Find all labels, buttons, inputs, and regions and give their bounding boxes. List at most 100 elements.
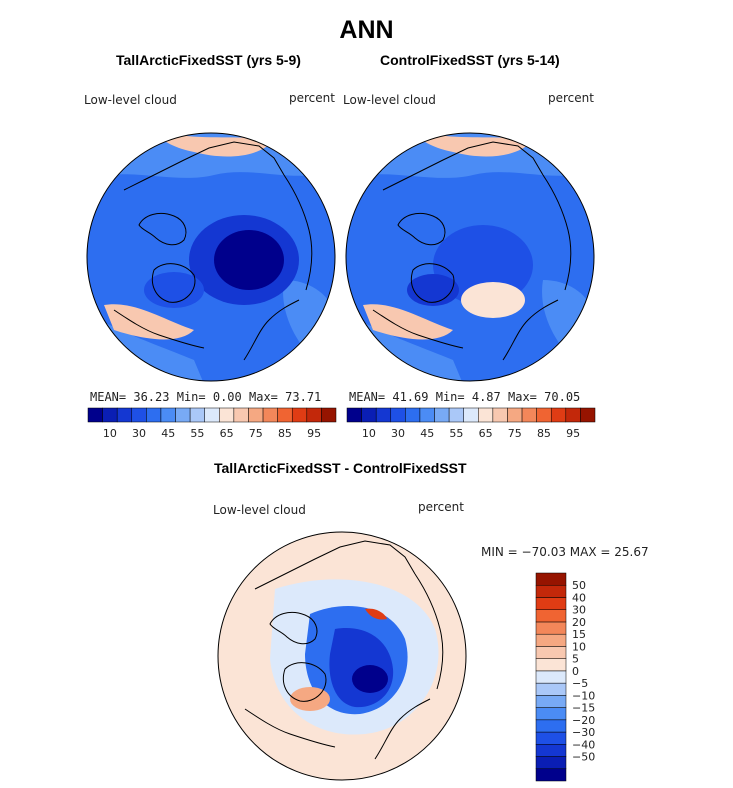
colorbar-tick-label: −5	[572, 677, 588, 690]
colorbar-swatch	[535, 597, 567, 610]
field-band-atlantic	[104, 304, 194, 340]
colorbar-tick-label: 40	[572, 591, 586, 604]
colorbar-swatch	[405, 407, 421, 423]
panel2-coastlines	[372, 141, 572, 361]
panel1-min-value: 0.00	[212, 390, 242, 404]
field-warm-region	[461, 282, 525, 318]
colorbar-swatch	[535, 707, 567, 721]
panel1-min-label: Min=	[176, 390, 206, 404]
colorbar-swatch	[535, 646, 567, 659]
panel2-variable-label: Low-level cloud	[343, 93, 436, 107]
colorbar-tick-label: −10	[572, 689, 595, 702]
panel1-variable-label: Low-level cloud	[84, 93, 177, 107]
colorbar-tick-label: 5	[572, 653, 579, 666]
colorbar-tick-label: −20	[572, 714, 595, 727]
colorbar-swatch	[248, 407, 264, 423]
field-band-atlantic	[363, 304, 453, 340]
colorbar-swatch	[146, 407, 162, 423]
coastline-segment	[151, 263, 196, 303]
panel2-polar-map	[345, 132, 595, 382]
colorbar-tick-label: 30	[132, 427, 146, 440]
coastline-segment	[254, 540, 416, 590]
colorbar-tick-label: 55	[449, 427, 463, 440]
colorbar-tick-label: 20	[572, 616, 586, 629]
colorbar-swatch	[390, 407, 406, 423]
figure-title: ANN	[339, 16, 394, 44]
coastline-segment	[269, 611, 318, 645]
colorbar-tick-label: −40	[572, 738, 595, 751]
panel1-map-border	[86, 132, 336, 382]
colorbar-tick-label: 30	[572, 604, 586, 617]
field-maximum-region	[365, 608, 387, 620]
field-band-pacific	[154, 133, 274, 157]
colorbar-swatch	[535, 682, 567, 696]
colorbar-swatch	[102, 407, 118, 423]
coastline-segment	[283, 174, 313, 291]
colorbar-swatch	[448, 407, 464, 423]
colorbar-swatch	[306, 407, 322, 423]
colorbar-tick-label: 45	[420, 427, 434, 440]
panel1-mean-value: 36.23	[133, 390, 170, 404]
colorbar-swatch	[204, 407, 220, 423]
colorbar-swatch	[219, 407, 235, 423]
colorbar-tick-label: 10	[572, 640, 586, 653]
panel1-polar-map	[86, 132, 336, 382]
colorbar-swatch	[291, 407, 308, 423]
field-band-pacific	[413, 133, 533, 157]
panel3-units-label: percent	[418, 500, 464, 514]
colorbar-tick-label: 10	[103, 427, 117, 440]
panel2-max-label: Max=	[508, 390, 537, 404]
colorbar-swatch	[535, 695, 567, 708]
colorbar-swatch	[189, 407, 205, 423]
panel1-field	[87, 133, 335, 381]
panel3-variable-label: Low-level cloud	[213, 503, 306, 517]
panel3-stats: MIN = −70.03 MAX = 25.67	[481, 545, 649, 559]
colorbar-swatch	[233, 407, 249, 423]
panel2-min-label: Min=	[435, 390, 465, 404]
panel3-coastlines	[244, 540, 444, 760]
coastline-segment	[113, 309, 205, 349]
coastline-segment	[502, 299, 559, 361]
coastline-segment	[542, 174, 572, 291]
colorbar-swatch	[535, 731, 567, 745]
panel3-map-border	[217, 531, 467, 781]
colorbar-tick-label: 10	[362, 427, 376, 440]
colorbar-swatch	[419, 407, 435, 423]
coastline-segment	[374, 698, 431, 760]
panel3-field	[218, 532, 466, 780]
panel3-title: TallArcticFixedSST - ControlFixedSST	[214, 460, 467, 476]
panel2-max-value: 70.05	[544, 390, 581, 404]
panel2-title: ControlFixedSST (yrs 5-14)	[380, 52, 560, 68]
panel2-map-border	[345, 132, 595, 382]
colorbar-tick-label: −50	[572, 751, 595, 764]
colorbar-swatch	[277, 407, 293, 423]
colorbar-swatch	[507, 407, 523, 423]
colorbar-swatch	[565, 407, 581, 423]
coastline-segment	[397, 212, 446, 246]
colorbar-tick-label: 50	[572, 579, 586, 592]
field-greenland-region	[407, 274, 459, 306]
colorbar-swatch	[535, 719, 567, 733]
panel1-title: TallArcticFixedSST (yrs 5-9)	[116, 52, 301, 68]
colorbar-swatch	[87, 407, 103, 423]
field-minimum-region	[214, 230, 284, 290]
panel1-units-label: percent	[289, 91, 335, 105]
colorbar-swatch	[535, 584, 567, 598]
colorbar-swatch	[262, 407, 278, 423]
coastline-segment	[414, 573, 444, 690]
field-minimum-region	[352, 665, 388, 693]
panel2-units-label: percent	[548, 91, 594, 105]
panel2-colorbar: 10 30 45 55 65 75 85 95	[346, 407, 596, 440]
colorbar-tick-label: 75	[249, 427, 263, 440]
colorbar-swatch	[535, 633, 567, 647]
field-positive-region	[290, 687, 330, 711]
colorbar-tick-label: 85	[537, 427, 551, 440]
panel2-field	[346, 133, 594, 381]
colorbar-swatch	[535, 744, 567, 757]
panel1-mean-label: MEAN=	[90, 390, 127, 404]
coastline-segment	[372, 309, 464, 349]
panel1-colorbar: 10 30 45 55 65 75 85 95	[87, 407, 337, 440]
panel1-stats: MEAN= 36.23 Min= 0.00 Max= 73.71	[90, 390, 321, 404]
panel2-min-value: 4.87	[471, 390, 501, 404]
colorbar-swatch	[521, 407, 537, 423]
